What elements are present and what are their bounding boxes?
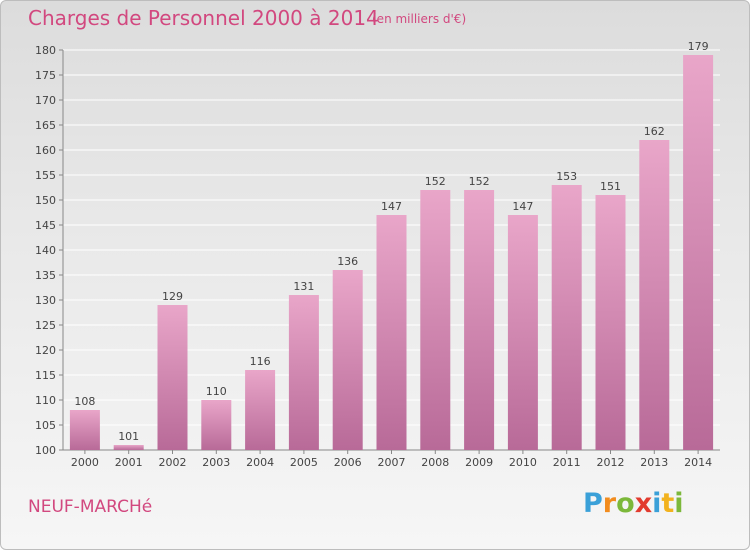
data-label: 147 xyxy=(512,200,533,213)
x-tick-label: 2007 xyxy=(378,456,406,469)
chart-subtitle: (en milliers d'€) xyxy=(372,12,467,26)
data-label: 151 xyxy=(600,180,621,193)
logo-letter: P xyxy=(583,488,603,519)
logo-letter: x xyxy=(634,488,653,519)
bar xyxy=(420,190,451,450)
y-tick-label: 130 xyxy=(35,294,56,307)
y-tick-label: 125 xyxy=(35,319,56,332)
data-label: 162 xyxy=(644,125,665,138)
x-tick-label: 2008 xyxy=(421,456,449,469)
bar xyxy=(595,195,626,450)
y-tick-label: 135 xyxy=(35,269,56,282)
data-label: 116 xyxy=(250,355,271,368)
bar xyxy=(201,400,232,450)
y-tick-label: 180 xyxy=(35,44,56,57)
data-label: 136 xyxy=(337,255,358,268)
commune-name: NEUF-MARCHé xyxy=(28,497,153,517)
bar xyxy=(245,370,276,450)
data-label: 110 xyxy=(206,385,227,398)
bars xyxy=(69,55,714,450)
data-label: 101 xyxy=(118,430,139,443)
data-label: 108 xyxy=(74,395,95,408)
y-tick-label: 105 xyxy=(35,419,56,432)
bar xyxy=(464,190,495,450)
x-tick-label: 2011 xyxy=(553,456,581,469)
logo-letter: t xyxy=(661,488,675,519)
x-tick-label: 2003 xyxy=(202,456,230,469)
y-tick-label: 175 xyxy=(35,69,56,82)
x-tick-label: 2012 xyxy=(597,456,625,469)
bar xyxy=(288,295,319,450)
x-tick-label: 2013 xyxy=(640,456,668,469)
x-tick-label: 2000 xyxy=(71,456,99,469)
x-tick-label: 2010 xyxy=(509,456,537,469)
logo-letter: o xyxy=(616,488,635,519)
y-tick-label: 155 xyxy=(35,169,56,182)
y-tick-label: 110 xyxy=(35,394,56,407)
x-tick-label: 2002 xyxy=(159,456,187,469)
data-label: 131 xyxy=(293,280,314,293)
data-labels: 108 101 129 110 116 131 136 147 152 152 147 153 151 1… xyxy=(74,40,708,443)
data-label: 179 xyxy=(688,40,709,53)
logo-letter: r xyxy=(602,488,617,519)
x-tick-label: 2006 xyxy=(334,456,362,469)
bar xyxy=(69,410,100,450)
y-tick-label: 140 xyxy=(35,244,56,257)
logo-letter: i xyxy=(652,488,662,519)
x-tick-labels: 2000 2001 2002 2003 2004 2005 2006 2007 2008 2009… xyxy=(71,456,712,469)
data-label: 129 xyxy=(162,290,183,303)
y-tick-label: 170 xyxy=(35,94,56,107)
data-label: 152 xyxy=(425,175,446,188)
logo-letter: i xyxy=(674,488,684,519)
y-tick-label: 120 xyxy=(35,344,56,357)
data-label: 153 xyxy=(556,170,577,183)
bar xyxy=(157,305,188,450)
y-tick-label: 115 xyxy=(35,369,56,382)
y-tick-labels: 100 105 110 115 120 125 130 135 140 145 150 155 160 1… xyxy=(35,44,56,457)
bar xyxy=(332,270,363,450)
x-tick-label: 2004 xyxy=(246,456,274,469)
x-tick-label: 2005 xyxy=(290,456,318,469)
proxiti-logo[interactable]: Proxiti xyxy=(583,488,684,519)
x-tick-label: 2014 xyxy=(684,456,712,469)
y-tick-label: 160 xyxy=(35,144,56,157)
y-tick-label: 150 xyxy=(35,194,56,207)
bar xyxy=(683,55,714,450)
x-tick-label: 2001 xyxy=(115,456,143,469)
chart-title: Charges de Personnel 2000 à 2014 xyxy=(28,6,379,30)
bar xyxy=(113,445,144,450)
data-label: 147 xyxy=(381,200,402,213)
y-tick-label: 100 xyxy=(35,444,56,457)
bar xyxy=(551,185,582,450)
y-tick-label: 165 xyxy=(35,119,56,132)
y-tick-label: 145 xyxy=(35,219,56,232)
bar xyxy=(376,215,407,450)
bar xyxy=(639,140,670,450)
bar xyxy=(507,215,538,450)
data-label: 152 xyxy=(469,175,490,188)
x-tick-label: 2009 xyxy=(465,456,493,469)
